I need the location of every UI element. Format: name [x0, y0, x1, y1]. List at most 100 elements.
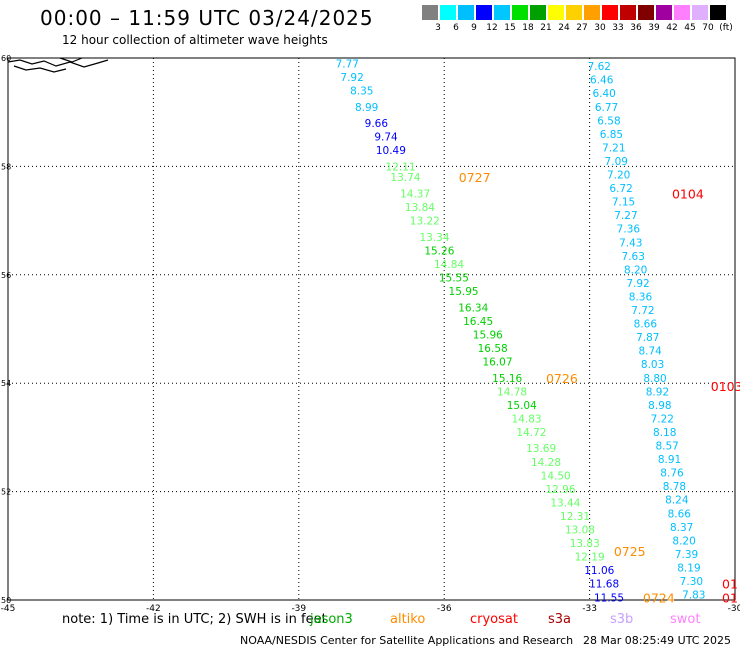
colorbar-swatch [620, 5, 636, 20]
lon-tick-label: -42 [146, 604, 161, 614]
colorbar-label: 18 [522, 23, 534, 33]
wave-height-value: 14.37 [400, 189, 430, 201]
wave-height-value: 8.57 [655, 441, 678, 453]
colorbar-label: 21 [540, 23, 552, 33]
wave-height-value: 13.08 [565, 525, 595, 537]
wave-height-value: 7.22 [651, 413, 674, 425]
wave-height-value: 8.20 [624, 264, 647, 276]
wave-height-value: 6.77 [595, 102, 618, 114]
pass-time-label: 0103 [711, 379, 740, 394]
colorbar-label: 30 [594, 23, 606, 33]
lon-tick-label: -36 [437, 604, 452, 614]
colorbar-swatch [440, 5, 456, 20]
legend-item-s3a: s3a [548, 612, 572, 627]
wave-height-value: 15.55 [439, 273, 469, 285]
wave-height-value: 16.58 [478, 343, 508, 355]
wave-height-value: 8.18 [653, 427, 676, 439]
colorbar-label: 45 [684, 23, 696, 33]
colorbar-swatch [656, 5, 672, 20]
wave-height-value: 8.80 [643, 373, 666, 385]
wave-height-value: 8.91 [658, 454, 681, 466]
wave-height-value: 10.49 [376, 145, 406, 157]
colorbar-swatch [584, 5, 600, 20]
wave-height-value: 16.07 [482, 357, 512, 369]
wave-height-value: 14.72 [516, 427, 546, 439]
wave-height-value: 8.76 [660, 468, 684, 480]
wave-height-value: 7.92 [626, 278, 649, 290]
wave-height-value: 8.78 [663, 481, 686, 493]
wave-height-value: 15.26 [424, 245, 454, 257]
wave-height-value: 7.36 [617, 224, 641, 236]
pass-time-label: 0726 [546, 371, 578, 386]
colorbar-label: 33 [612, 23, 624, 33]
credit-text: NOAA/NESDIS Center for Satellite Applica… [240, 634, 574, 647]
wave-height-value: 7.09 [605, 156, 628, 168]
wave-height-value: 9.74 [374, 132, 398, 144]
colorbar-swatch [692, 5, 708, 20]
wave-height-value: 8.24 [665, 495, 689, 507]
wave-height-value: 13.44 [550, 497, 580, 509]
wave-height-value: 15.16 [492, 373, 522, 385]
pass-time-label: 0104 [672, 187, 704, 202]
wave-height-value: 6.85 [600, 129, 623, 141]
colorbar-label: 15 [504, 23, 516, 33]
lon-tick-label: -30 [728, 604, 740, 614]
wave-height-value: 15.95 [449, 286, 479, 298]
colorbar-swatch [476, 5, 492, 20]
wave-height-value: 15.04 [507, 400, 537, 412]
pass-time-label: 0724 [643, 590, 675, 605]
wave-height-value: 8.36 [629, 291, 653, 303]
page-title: 00:00 – 11:59 UTC 03/24/2025 [40, 6, 374, 30]
wave-height-value: 7.20 [607, 170, 630, 182]
wave-height-value: 14.78 [497, 386, 527, 398]
wave-height-value: 7.21 [602, 142, 625, 154]
colorbar-label: 27 [576, 23, 588, 33]
footer-note: note: 1) Time is in UTC; 2) SWH is in fe… [62, 612, 327, 627]
legend-item-cryosat: cryosat [470, 612, 518, 627]
wave-height-value: 13.84 [405, 202, 435, 214]
colorbar-swatch [530, 5, 546, 20]
pass-time-label: 0727 [459, 170, 491, 185]
wave-height-value: 11.06 [584, 565, 614, 577]
wave-height-value: 7.83 [682, 590, 705, 602]
wave-height-value: 7.15 [612, 197, 635, 209]
wave-height-value: 13.34 [419, 232, 449, 244]
lat-tick-label: 50 [1, 596, 11, 605]
wave-height-value: 12.19 [575, 552, 605, 564]
pass-time-label: 01 [722, 577, 738, 592]
wave-height-value: 7.30 [680, 576, 703, 588]
colorbar-swatch [710, 5, 726, 20]
colorbar-label: (ft) [719, 23, 733, 33]
wave-height-value: 14.28 [531, 457, 561, 469]
wave-height-value: 14.84 [434, 259, 464, 271]
wave-height-value: 7.43 [619, 237, 642, 249]
wave-height-value: 14.50 [541, 470, 571, 482]
wave-height-value: 8.19 [677, 562, 700, 574]
map-frame [7, 57, 736, 601]
lat-tick-label: 54 [1, 379, 11, 388]
colorbar-label: 70 [702, 23, 714, 33]
colorbar-label: 39 [648, 23, 660, 33]
wave-height-value: 11.55 [594, 592, 624, 604]
wave-height-value: 16.45 [463, 316, 493, 328]
lat-tick-label: 52 [1, 488, 11, 497]
colorbar-swatch [674, 5, 690, 20]
colorbar-label: 6 [453, 23, 459, 33]
wave-height-value: 9.66 [365, 118, 389, 130]
wave-height-value: 8.03 [641, 359, 664, 371]
colorbar-label: 3 [435, 23, 441, 33]
lon-tick-label: -45 [1, 604, 16, 614]
colorbar-label: 42 [666, 23, 678, 33]
wave-height-value: 7.62 [588, 61, 611, 73]
wave-height-value: 13.69 [526, 443, 556, 455]
wave-height-value: 8.20 [672, 535, 695, 547]
legend-item-swot: swot [670, 612, 701, 627]
wave-height-value: 7.87 [636, 332, 659, 344]
wave-height-value: 8.37 [670, 522, 693, 534]
colorbar-swatch [602, 5, 618, 20]
wave-height-value: 6.58 [597, 115, 620, 127]
page-subtitle: 12 hour collection of altimeter wave hei… [62, 33, 328, 47]
wave-height-value: 14.83 [512, 413, 542, 425]
wave-height-value: 13.74 [390, 172, 420, 184]
